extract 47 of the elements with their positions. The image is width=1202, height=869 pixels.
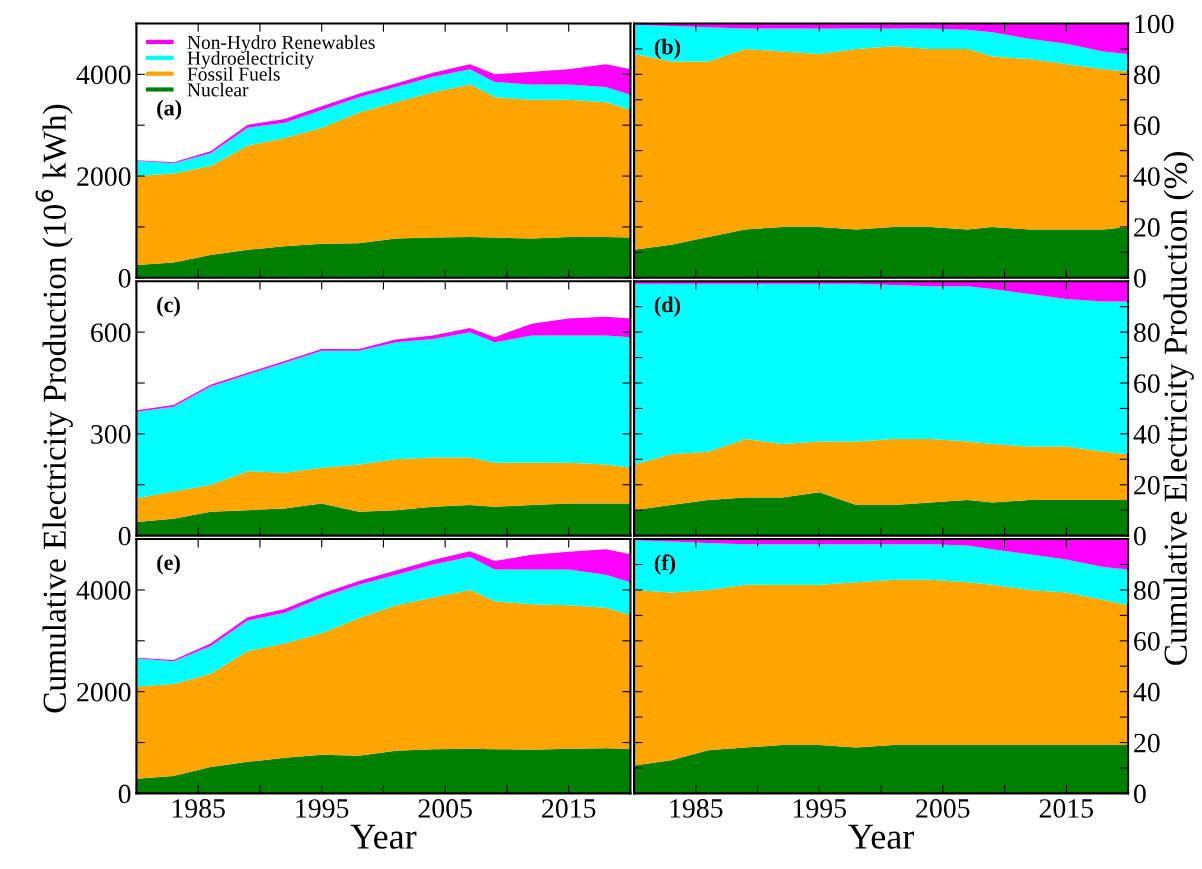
y2-tick-label: 20: [1134, 733, 1160, 753]
y2-tick-label: 60: [1134, 374, 1160, 393]
y-tick-label: 0: [118, 526, 131, 546]
y2-tick-label: 40: [1133, 167, 1160, 186]
y-tick-label: 0: [118, 268, 131, 288]
y-tick-label: 2000: [77, 682, 131, 702]
y-tick-label: 300: [91, 425, 131, 444]
y-tick-label: 600: [91, 323, 131, 343]
y2-tick-label: 0: [1134, 268, 1146, 288]
annotation: (f): [654, 554, 676, 575]
annotation: (d): [654, 296, 680, 317]
legend-label: Nuclear: [187, 82, 249, 97]
x-axis-title: Year: [848, 824, 915, 849]
y2-tick-label: 60: [1134, 116, 1160, 136]
y2-tick-label: 80: [1134, 581, 1160, 600]
legend-label: Fossil Fuels: [187, 66, 280, 81]
y2-tick-label: 40: [1133, 425, 1160, 444]
annotation: (a): [157, 99, 182, 121]
x-axis-title: Year: [350, 824, 417, 849]
x-tick-label: 1995: [793, 799, 847, 818]
x-tick-label: 1985: [172, 799, 225, 818]
y-tick-label: 0: [118, 784, 131, 804]
x-tick-label: 2005: [916, 799, 970, 818]
y2-tick-label: 80: [1134, 65, 1160, 85]
y2-tick-label: 100: [1135, 14, 1174, 34]
y-axis-title: Cumulative Electricity Production (10$^{6}$ kWh): [35, 104, 73, 713]
legend-label: Non-Hydro Renewables: [187, 35, 375, 53]
x-tick-label: 1995: [296, 799, 349, 818]
y2-tick-label: 0: [1134, 784, 1146, 804]
annotation: (c): [157, 296, 180, 317]
x-tick-label: 2005: [418, 799, 472, 818]
y-tick-label: 4000: [76, 581, 131, 600]
y2-tick-label: 60: [1134, 631, 1160, 651]
y2-tick-label: 40: [1133, 682, 1160, 702]
legend-label: Hydroelectricity: [187, 51, 315, 69]
x-tick-label: 2015: [542, 799, 596, 818]
x-tick-label: 1985: [670, 799, 723, 818]
x-tick-label: 2015: [1039, 799, 1094, 818]
y-tick-label: 2000: [77, 167, 131, 186]
y2-tick-label: 0: [1134, 526, 1146, 546]
y-tick-label: 4000: [76, 65, 131, 85]
y2-axis-title: Cumulative Electricity Production (%): [1163, 152, 1194, 665]
annotation: (e): [157, 554, 180, 575]
y2-tick-label: 20: [1134, 218, 1160, 237]
annotation: (b): [654, 38, 680, 59]
y2-tick-label: 20: [1134, 475, 1160, 495]
y2-tick-label: 80: [1134, 323, 1160, 343]
